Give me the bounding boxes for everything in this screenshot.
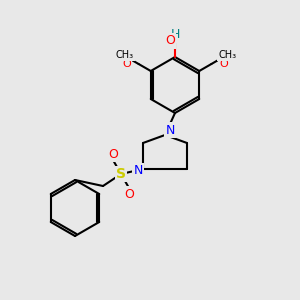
Text: O: O <box>219 59 228 69</box>
Text: CH₃: CH₃ <box>116 50 134 60</box>
Text: CH₃: CH₃ <box>218 50 237 60</box>
Text: O: O <box>124 188 134 200</box>
Text: O: O <box>165 34 175 47</box>
Text: O: O <box>108 148 118 160</box>
Text: O: O <box>122 59 130 69</box>
Text: N: N <box>165 124 175 136</box>
Text: N: N <box>133 164 143 178</box>
Text: H: H <box>170 28 180 41</box>
Text: S: S <box>116 167 126 181</box>
